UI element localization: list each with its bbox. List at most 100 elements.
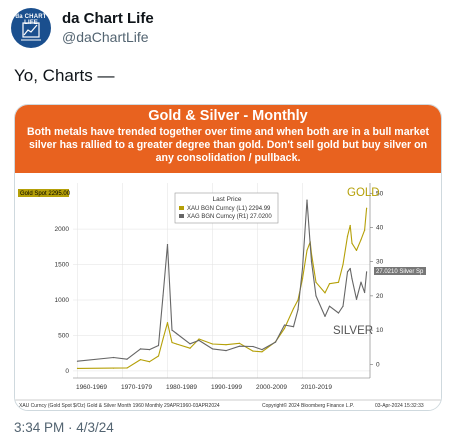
silver-data-point (157, 344, 160, 347)
gold-data-point (360, 239, 362, 241)
silver-data-point (283, 324, 286, 326)
right-tick-label: 0 (376, 361, 380, 368)
gold-data-point (301, 278, 304, 280)
gold-data-point (162, 338, 164, 340)
media-card[interactable]: Gold & Silver - Monthly Both metals have… (14, 104, 442, 411)
x-tick-label: 1980-1989 (166, 384, 197, 391)
legend-box (174, 192, 279, 224)
legend-swatch-gold (179, 206, 184, 210)
silver-data-point (175, 332, 178, 335)
silver-data-point (351, 278, 353, 280)
gold-data-point (306, 249, 308, 251)
silver-data-point (274, 341, 277, 343)
silver-data-point (366, 271, 368, 273)
gold-data-point (366, 207, 368, 209)
gold-data-point (166, 322, 169, 324)
legend-item-gold: XAU BGN Curncy (L1) 2294.99 (187, 206, 271, 212)
gold-data-point (189, 347, 191, 349)
silver-data-point (139, 348, 142, 350)
silver-data-point (171, 329, 173, 331)
left-tick-label: 500 (58, 332, 69, 339)
silver-data-point (346, 271, 349, 273)
chart-footer-date: 03-Apr-2024 15:32:33 (375, 403, 424, 409)
gold-data-point (324, 292, 326, 294)
gold-data-point (175, 343, 178, 345)
gold-data-point (238, 342, 241, 344)
silver-data-point (315, 295, 317, 297)
silver-data-point (238, 345, 241, 347)
gold-data-point (126, 367, 128, 369)
left-axis-ticks: 0 500 1000 1500 2000 (55, 226, 70, 375)
legend-title: Last Price (213, 196, 242, 203)
gold-data-point (148, 361, 151, 363)
x-tick-label: 1970-1979 (121, 384, 152, 391)
silver-data-point (148, 349, 151, 351)
silver-data-point (126, 358, 128, 360)
silver-data-point (198, 339, 200, 341)
silver-data-point (225, 350, 227, 352)
gold-annotation: GOLD (347, 187, 380, 199)
silver-data-point (189, 343, 191, 345)
chart-footer-left: XAU Curncy (Gold Spot $/Oz) Gold & Silve… (19, 403, 220, 409)
author-handle[interactable]: @daChartLife (62, 29, 149, 45)
silver-data-point (297, 309, 299, 311)
silver-data-point (337, 312, 340, 314)
silver-data-point (261, 349, 263, 351)
legend-item-silver: XAG BGN Curncy (R1) 27.0200 (187, 214, 272, 220)
silver-data-point (306, 199, 308, 201)
gold-data-point (292, 307, 295, 310)
chart-banner: Gold & Silver - Monthly Both metals have… (15, 105, 441, 173)
silver-annotation: SILVER (333, 325, 373, 337)
gold-data-point (139, 359, 142, 361)
silver-data-point (309, 244, 311, 246)
left-tick-label: 1000 (55, 297, 70, 304)
gold-data-point (355, 249, 358, 251)
gold-data-point (315, 281, 317, 283)
gold-last-price-tag (18, 189, 69, 197)
left-tick-label: 0 (65, 368, 69, 375)
silver-data-point (252, 345, 254, 348)
avatar[interactable]: da CHART LIFE (11, 8, 51, 48)
gold-data-point (337, 281, 340, 283)
gold-data-point (76, 367, 79, 369)
silver-data-point (364, 291, 366, 294)
legend-swatch-silver (179, 214, 184, 218)
chart-footer-copyright: Copyright© 2024 Bloomberg Finance L.P. (262, 402, 354, 409)
gold-data-point (342, 263, 344, 266)
chart-logo-icon (21, 22, 41, 41)
gold-data-point (328, 283, 331, 285)
gold-data-point (198, 338, 200, 340)
tweet-text: Yo, Charts — (14, 66, 115, 85)
banner-title: Gold & Silver - Monthly (148, 108, 308, 124)
tweet-timestamp[interactable]: 3:34 PM · 4/3/24 (14, 420, 114, 435)
left-tick-label: 2000 (55, 226, 70, 233)
silver-data-point (324, 315, 326, 317)
gold-data-point (171, 341, 173, 344)
author-name[interactable]: da Chart Life (62, 10, 154, 27)
gold-data-point (157, 355, 160, 357)
silver-data-point (349, 267, 351, 270)
right-tick-label: 50 (376, 190, 384, 197)
silver-data-point (301, 267, 304, 270)
gold-data-point (283, 327, 286, 329)
gold-data-point (346, 235, 349, 237)
x-tick-label: 1960-1969 (76, 384, 107, 391)
banner-subtitle: Both metals have trended together over t… (26, 126, 430, 164)
x-tick-label: 1990-1999 (211, 384, 242, 391)
gold-data-point (225, 344, 227, 346)
gold-data-point (297, 299, 299, 301)
gold-data-point (364, 229, 366, 231)
silver-data-point (211, 348, 214, 350)
silver-data-point (342, 305, 344, 307)
gold-data-point (351, 242, 353, 244)
gold-data-point (211, 343, 214, 345)
x-tick-label: 2010-2019 (301, 384, 332, 391)
gold-data-point (252, 350, 254, 352)
silver-data-point (166, 244, 169, 246)
silver-data-point (310, 261, 313, 263)
x-tick-label: 2000-2009 (256, 384, 287, 391)
left-tick-label: 1500 (55, 262, 70, 269)
right-tick-label: 20 (376, 293, 384, 300)
gold-data-point (112, 367, 115, 369)
